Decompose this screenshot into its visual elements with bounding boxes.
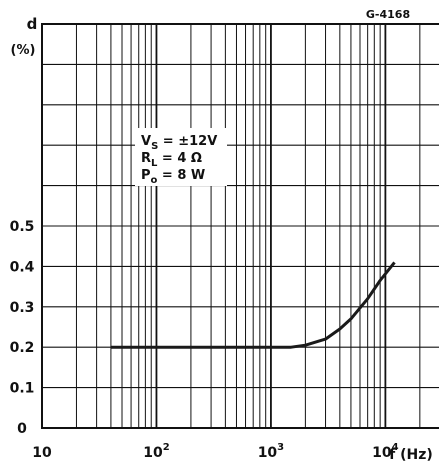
series-line — [110, 261, 396, 349]
condition-line: Po = 8 W — [141, 168, 205, 186]
chart-grid — [41, 24, 439, 428]
x-tick-label: 104 — [372, 442, 398, 461]
y-axis-label: d — [27, 15, 38, 33]
y-tick-label: 0.5 — [10, 219, 35, 235]
condition-line: VS = ±12V — [141, 134, 217, 152]
y-tick-label: 0.3 — [10, 300, 35, 316]
y-axis-ticks: 0 0.1 0.2 0.3 0.4 0.5 — [10, 219, 35, 437]
x-tick-label: 10 — [32, 445, 52, 461]
plot-frame — [41, 23, 439, 429]
x-axis-label: f (Hz) — [389, 447, 433, 463]
y-tick-label: 0 — [17, 421, 27, 437]
condition-line: RL = 4 Ω — [141, 151, 202, 169]
figure-id: G-4168 — [366, 8, 410, 21]
y-tick-label: 0.2 — [10, 340, 35, 356]
x-tick-label: 103 — [258, 442, 284, 461]
y-tick-label: 0.4 — [10, 259, 35, 275]
conditions-background — [135, 128, 227, 186]
y-tick-label: 0.1 — [10, 381, 35, 397]
x-tick-label: 102 — [143, 442, 169, 461]
y-axis-unit: (%) — [11, 43, 36, 58]
x-axis-ticks: 10 102 103 104 — [32, 442, 398, 461]
